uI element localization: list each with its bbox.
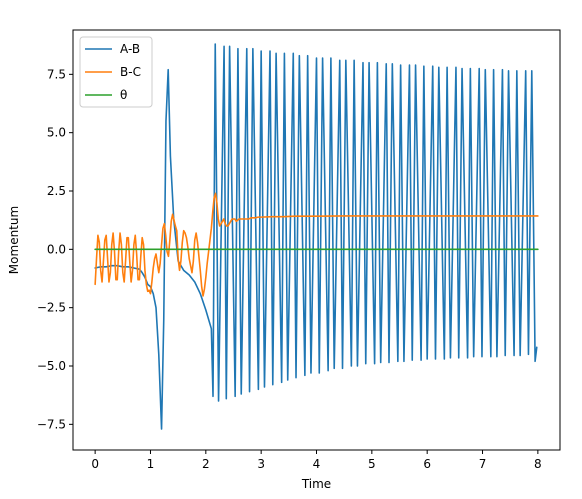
y-tick-label: −5.0: [37, 359, 66, 373]
x-tick-label: 0: [91, 457, 99, 471]
x-tick-label: 6: [423, 457, 431, 471]
x-tick-label: 7: [479, 457, 487, 471]
y-tick-label: 5.0: [47, 126, 66, 140]
x-tick-label: 3: [257, 457, 265, 471]
x-axis-label: Time: [301, 477, 331, 491]
series-layer: [94, 43, 539, 430]
x-tick-label: 4: [313, 457, 321, 471]
legend-label-theta: θ: [120, 88, 127, 102]
y-axis-ticks: −7.5 −5.0 −2.5 0.0 2.5 5.0 7.5: [37, 67, 73, 431]
legend-label-b-c: B-C: [120, 65, 141, 79]
y-axis-label: Momentum: [7, 206, 21, 274]
y-tick-label: 7.5: [47, 67, 66, 81]
legend-frame: [79, 36, 153, 108]
y-tick-label: 0.0: [47, 242, 66, 256]
x-tick-label: 2: [202, 457, 210, 471]
series-line-a-b: [94, 43, 538, 430]
y-tick-label: −2.5: [37, 301, 66, 315]
y-tick-label: 2.5: [47, 184, 66, 198]
x-tick-label: 8: [534, 457, 542, 471]
legend-label-a-b: A-B: [120, 42, 140, 56]
x-tick-label: 1: [147, 457, 155, 471]
y-tick-label: −7.5: [37, 417, 66, 431]
x-tick-label: 5: [368, 457, 376, 471]
series-line-b-c: [94, 192, 539, 297]
x-axis-ticks: 0 1 2 3 4 5 6 7 8: [91, 450, 542, 471]
legend: A-B B-C θ: [79, 36, 153, 108]
